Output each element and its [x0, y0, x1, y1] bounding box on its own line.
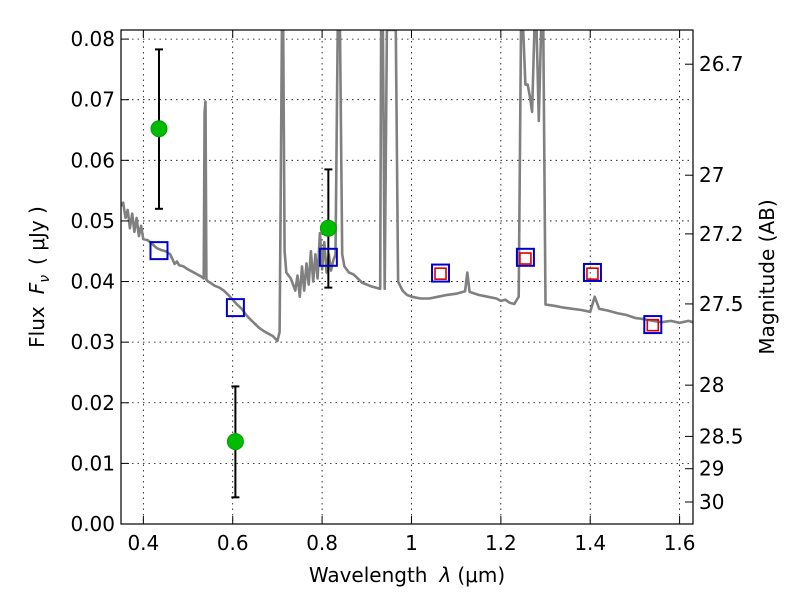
y-tick-label: 0.03 [70, 330, 115, 354]
grid [121, 30, 693, 524]
model-blue-square [431, 263, 451, 283]
x-tick-label: 0.6 [217, 531, 249, 555]
sed-spectrum-line [121, 30, 693, 343]
model-blue-squares [149, 241, 663, 335]
y-tick-label: 0.07 [70, 88, 115, 112]
magnitude-axis-ticks: 26.7 27 27.2 27.5 28 28.5 29 30 [685, 52, 744, 514]
x-axis-label: Wavelength λ (μm) [309, 563, 505, 587]
model-red-square [434, 267, 447, 280]
y-tick-label: 0.02 [70, 391, 115, 415]
x-tick-label: 1.4 [574, 531, 606, 555]
observed-point [150, 120, 168, 138]
sed-spectrum-layer [121, 30, 693, 343]
model-blue-square [582, 262, 602, 282]
y-tick-label: 0.05 [70, 209, 115, 233]
x-axis-ticks: 0.4 0.6 0.8 1 1.2 1.4 1.6 [127, 30, 696, 555]
magnitude-tick-label: 28 [699, 373, 724, 397]
observed-point [319, 219, 337, 237]
y-tick-label: 0.01 [70, 451, 115, 475]
magnitude-tick-label: 28.5 [699, 424, 744, 448]
observed-point [226, 433, 244, 451]
model-blue-square [225, 298, 245, 318]
x-tick-label: 1.2 [485, 531, 517, 555]
y-tick-label: 0.06 [70, 148, 115, 172]
x-tick-label: 0.8 [306, 531, 338, 555]
x-tick-label: 1 [405, 531, 418, 555]
magnitude-tick-label: 26.7 [699, 52, 744, 76]
model-blue-square [643, 315, 663, 335]
x-tick-label: 0.4 [127, 531, 159, 555]
model-red-square [586, 267, 599, 280]
y-axis-ticks: 0.00 0.01 0.02 0.03 0.04 0.05 0.06 0.07 0.08 [70, 27, 129, 536]
model-blue-square [515, 247, 535, 267]
plot-frame [120, 29, 694, 525]
model-red-square [519, 252, 532, 265]
model-red-squares [434, 252, 660, 332]
magnitude-tick-label: 27 [699, 163, 724, 187]
y-tick-label: 0.08 [70, 27, 115, 51]
magnitude-axis-label: Magnitude (AB) [755, 199, 779, 354]
observed-points [150, 120, 337, 451]
magnitude-tick-label: 27.2 [699, 222, 744, 246]
magnitude-tick-label: 27.5 [699, 292, 744, 316]
x-tick-label: 1.6 [664, 531, 696, 555]
y-axis-label: FluxFν( μJy ) [25, 206, 53, 348]
magnitude-tick-label: 30 [699, 490, 724, 514]
y-tick-label: 0.04 [70, 270, 115, 294]
model-blue-square [318, 247, 338, 267]
model-red-square [646, 318, 660, 332]
model-blue-square [149, 241, 169, 261]
magnitude-tick-label: 29 [699, 457, 724, 481]
y-tick-label: 0.00 [70, 512, 115, 536]
